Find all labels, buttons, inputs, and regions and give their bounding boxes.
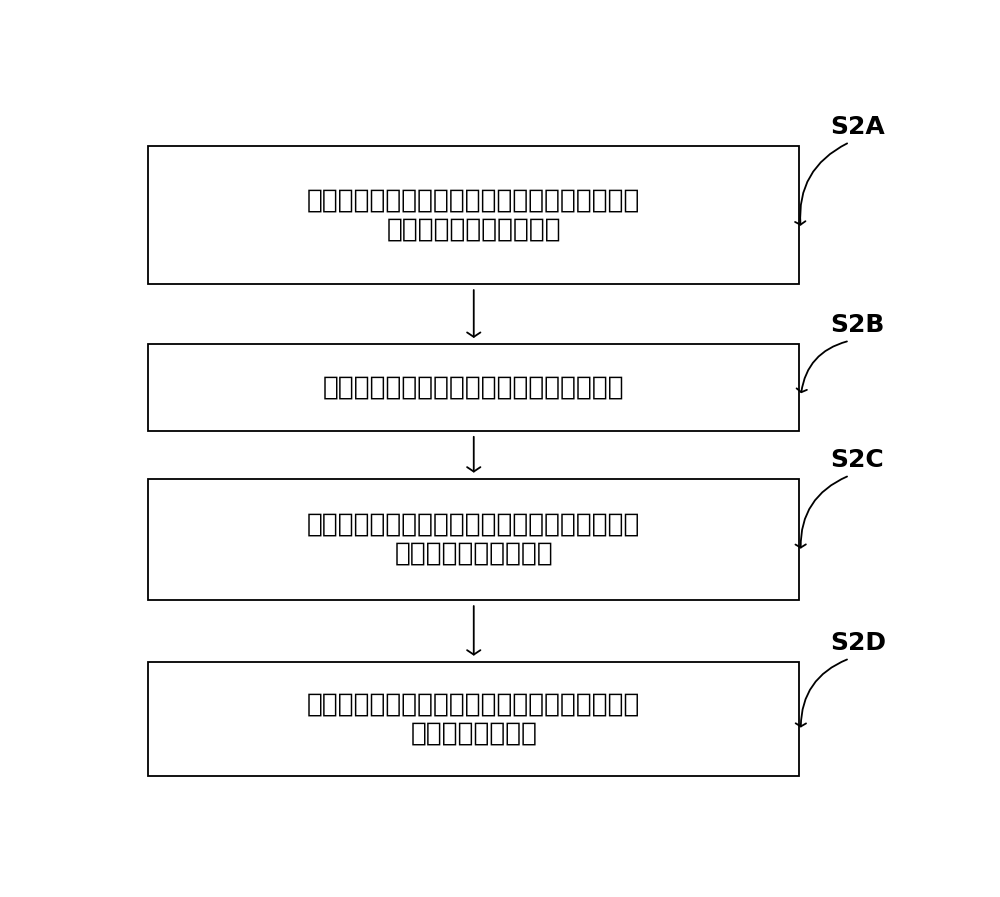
Text: 号信息触发路径规划事件: 号信息触发路径规划事件: [386, 216, 561, 242]
Text: 根据运输车的地理位置信息和待存放仓库的仓库: 根据运输车的地理位置信息和待存放仓库的仓库: [307, 692, 640, 718]
Text: 待存放仓库的仓库信息: 待存放仓库的仓库信息: [394, 541, 553, 567]
Bar: [148, 344, 799, 431]
Bar: [148, 479, 799, 600]
Text: 信息进行路径规划: 信息进行路径规划: [410, 720, 537, 746]
Bar: [148, 662, 799, 776]
Text: 在路径规划事件中，获取运输车的配载信息: 在路径规划事件中，获取运输车的配载信息: [323, 374, 625, 400]
Text: S2A: S2A: [830, 115, 885, 139]
Bar: [148, 145, 799, 283]
Text: 根据配载信息得到废钢品类，根据废钢品类得到: 根据配载信息得到废钢品类，根据废钢品类得到: [307, 512, 640, 538]
Text: S2D: S2D: [830, 631, 886, 655]
Text: S2C: S2C: [830, 448, 884, 472]
Text: 获取运输车进入厂区时的车牌号信息，根据车牌: 获取运输车进入厂区时的车牌号信息，根据车牌: [307, 187, 640, 213]
Text: S2B: S2B: [830, 313, 885, 337]
